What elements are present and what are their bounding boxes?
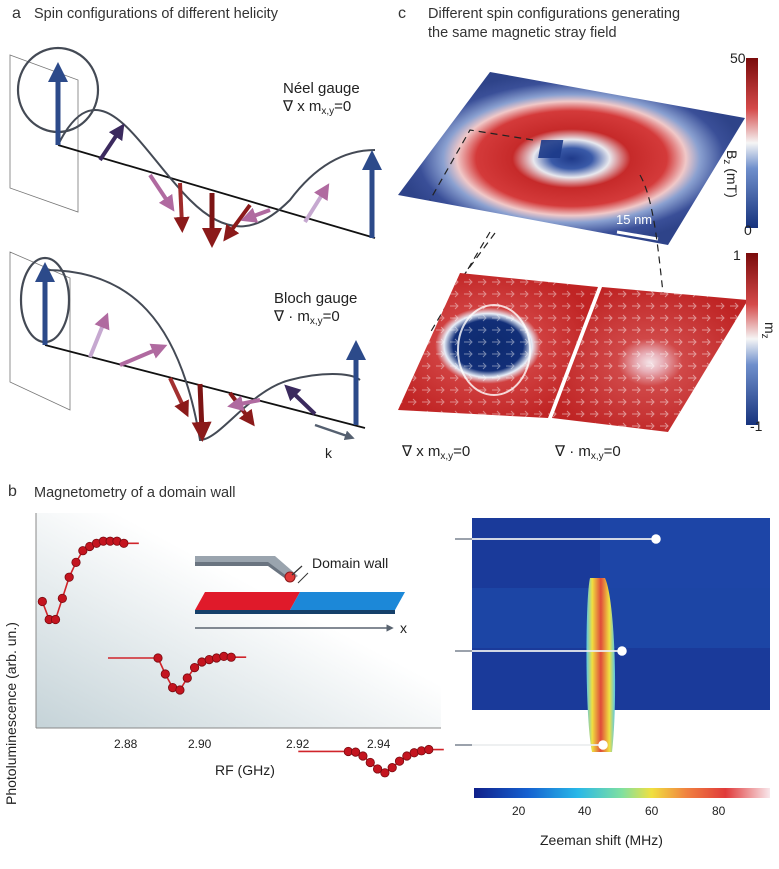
spectrum-2-point bbox=[175, 685, 185, 695]
panel-b-title: Magnetometry of a domain wall bbox=[34, 485, 236, 501]
spectrum-1-point bbox=[71, 557, 81, 567]
zeeman-shift-map bbox=[472, 518, 770, 798]
scalebar-15nm bbox=[616, 230, 659, 241]
panel-c-letter: c bbox=[398, 5, 406, 22]
neel-helix bbox=[9, 46, 382, 248]
pl-xtick-3: 2.92 bbox=[286, 737, 310, 751]
bz-colorbar-bottom: 0 bbox=[744, 222, 752, 238]
neel-caption-sub: x,y bbox=[440, 451, 454, 462]
bloch-caption-prefix: ∇ · m bbox=[555, 443, 591, 460]
spectrum-3-point bbox=[358, 751, 368, 761]
zeeman-tick-80: 80 bbox=[712, 804, 726, 818]
bz-colorbar bbox=[746, 58, 758, 228]
spectrum-1-point bbox=[64, 572, 74, 582]
bloch-caption: ∇ · mx,y=0 bbox=[555, 443, 621, 466]
spectrum-2-point bbox=[160, 669, 170, 679]
panel-a-letter: a bbox=[12, 5, 21, 22]
neel-eq-prefix: ∇ x m bbox=[283, 98, 322, 115]
spectrum-2-point bbox=[182, 673, 192, 683]
zeeman-colorbar bbox=[474, 788, 770, 798]
neel-gauge-title: Néel gauge bbox=[283, 80, 360, 97]
mz-magnetization-maps bbox=[398, 273, 748, 432]
domain-wall-label: Domain wall bbox=[312, 555, 389, 571]
neel-gauge-equation: ∇ x mx,y=0 bbox=[283, 98, 360, 121]
neel-eq-suffix: =0 bbox=[334, 98, 352, 115]
zeeman-tick-40: 40 bbox=[578, 804, 592, 818]
panel-b-letter: b bbox=[8, 483, 17, 500]
bloch-caption-sub: x,y bbox=[590, 451, 604, 462]
bloch-caption-suffix: =0 bbox=[603, 443, 621, 460]
spectrum-1-point bbox=[57, 593, 67, 603]
neel-gauge-label: Néel gauge ∇ x mx,y=0 bbox=[283, 80, 360, 121]
spectrum-1-point bbox=[50, 614, 61, 625]
pl-y-axis-label: Photoluminescence (arb. un.) bbox=[3, 622, 19, 805]
mz-colorbar-top: 1 bbox=[733, 247, 741, 263]
neel-caption-prefix: ∇ x m bbox=[402, 443, 441, 460]
bloch-helix bbox=[9, 251, 366, 442]
bloch-gauge-title: Bloch gauge bbox=[274, 290, 358, 307]
bloch-eq-suffix: =0 bbox=[322, 308, 340, 325]
spectrum-2-point bbox=[153, 653, 163, 663]
neel-caption: ∇ x mx,y=0 bbox=[402, 443, 470, 466]
zeeman-tick-60: 60 bbox=[645, 804, 659, 818]
bloch-eq-sub: x,y bbox=[309, 316, 323, 327]
zeeman-scalebar-label: 500 nm bbox=[478, 752, 522, 767]
spectrum-2-point bbox=[226, 652, 236, 662]
domain-wall-schematic bbox=[195, 556, 405, 632]
neel-caption-suffix: =0 bbox=[453, 443, 471, 460]
bloch-eq-prefix: ∇ · m bbox=[274, 308, 310, 325]
spectrum-3-point bbox=[372, 764, 383, 774]
panel-c-title-line2: the same magnetic stray field bbox=[428, 25, 617, 41]
neel-eq-sub: x,y bbox=[321, 106, 335, 117]
panel-c-title-line1: Different spin configurations generating bbox=[428, 6, 681, 22]
zeeman-tick-20: 20 bbox=[512, 804, 526, 818]
spectrum-3-point bbox=[380, 768, 390, 778]
k-vector-label: k bbox=[325, 445, 332, 461]
spectrum-2-point bbox=[189, 662, 200, 673]
bz-colorbar-top: 50 bbox=[730, 50, 746, 66]
pl-xtick-1: 2.88 bbox=[114, 737, 138, 751]
bloch-gauge-label: Bloch gauge ∇ · mx,y=0 bbox=[274, 290, 357, 331]
spectrum-3-point bbox=[351, 747, 361, 757]
mz-colorbar bbox=[746, 253, 758, 425]
position-connectors bbox=[455, 534, 661, 750]
spectrum-3-point bbox=[394, 756, 405, 766]
spectrum-1-point bbox=[37, 596, 47, 607]
spectrum-3-point bbox=[387, 763, 397, 773]
spectrum-3-point bbox=[424, 744, 434, 755]
pl-plot-background bbox=[36, 513, 441, 728]
spectrum-1-point bbox=[78, 546, 88, 556]
spectrum-1-point bbox=[119, 538, 129, 548]
pl-xtick-4: 2.94 bbox=[367, 737, 391, 751]
pl-xtick-2: 2.90 bbox=[188, 737, 212, 751]
panel-c-scalebar-label: 15 nm bbox=[616, 212, 653, 227]
position-x-label: x bbox=[400, 620, 407, 636]
panel-a-title: Spin configurations of different helicit… bbox=[34, 6, 278, 22]
zeeman-colorbar-label: Zeeman shift (MHz) bbox=[540, 832, 663, 848]
bz-stray-field-map bbox=[398, 72, 745, 245]
pl-x-axis-label: RF (GHz) bbox=[215, 762, 275, 778]
spectrum-3-point bbox=[365, 757, 375, 768]
bloch-gauge-equation: ∇ · mx,y=0 bbox=[274, 308, 357, 331]
mz-colorbar-bottom: -1 bbox=[750, 418, 763, 434]
